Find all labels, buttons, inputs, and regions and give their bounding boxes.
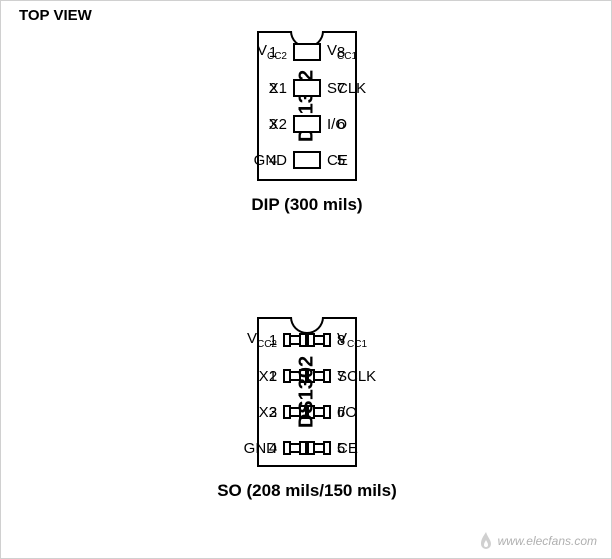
pin-vcc1: 8VCC1 xyxy=(307,329,507,351)
pin-leg xyxy=(283,369,307,383)
pin-leg xyxy=(283,333,307,347)
pin-x1: X12 xyxy=(107,77,307,99)
pin-leg xyxy=(293,115,307,133)
pin-leg xyxy=(293,43,307,61)
watermark: www.elecfans.com xyxy=(478,532,597,552)
pin-number: 7 xyxy=(331,368,351,385)
pin-number: 6 xyxy=(331,404,351,421)
pin-vcc2: VCC21 xyxy=(107,329,307,351)
pin-gnd: GND4 xyxy=(107,437,307,459)
pin-number: 1 xyxy=(263,332,283,349)
pin-leg xyxy=(307,441,331,455)
pin-leg xyxy=(283,405,307,419)
page: TOP VIEW DS1302VCC21X12X23GND48VCC17SCLK… xyxy=(0,0,612,559)
chip-block-dip: DS1302VCC21X12X23GND48VCC17SCLK6I/O5CEDI… xyxy=(1,31,612,215)
package-caption-dip: DIP (300 mils) xyxy=(251,195,362,215)
pin-leg xyxy=(307,369,331,383)
pin-sclk: 7SCLK xyxy=(307,77,507,99)
pin-number: 3 xyxy=(263,116,283,133)
pin-number: 3 xyxy=(263,404,283,421)
pin-vcc2: VCC21 xyxy=(107,41,307,63)
pin-number: 5 xyxy=(331,440,351,457)
pin-io: 6I/O xyxy=(307,401,507,423)
pin-io: 6I/O xyxy=(307,113,507,135)
package-caption-so: SO (208 mils/150 mils) xyxy=(217,481,397,501)
watermark-text: www.elecfans.com xyxy=(498,534,597,548)
pin-leg xyxy=(283,441,307,455)
chip-area: DS1302VCC21X12X23GND48VCC17SCLK6I/O5CE xyxy=(107,317,507,467)
pin-number: 2 xyxy=(263,368,283,385)
top-view-label: TOP VIEW xyxy=(19,7,92,24)
pin-leg xyxy=(307,151,321,169)
pin-leg xyxy=(293,151,307,169)
pin-number: 7 xyxy=(331,80,351,97)
pin-ce: 5CE xyxy=(307,437,507,459)
pin-number: 1 xyxy=(263,44,283,61)
pin-number: 8 xyxy=(331,44,351,61)
flame-icon xyxy=(478,532,494,552)
pin-vcc1: 8VCC1 xyxy=(307,41,507,63)
pin-leg xyxy=(307,43,321,61)
pin-ce: 5CE xyxy=(307,149,507,171)
chip-area: DS1302VCC21X12X23GND48VCC17SCLK6I/O5CE xyxy=(107,31,507,181)
pin-leg xyxy=(307,333,331,347)
pin-leg xyxy=(307,79,321,97)
pin-number: 6 xyxy=(331,116,351,133)
pin-sclk: 7SCLK xyxy=(307,365,507,387)
pin-number: 4 xyxy=(263,152,283,169)
pin-number: 8 xyxy=(331,332,351,349)
pin-x1: X12 xyxy=(107,365,307,387)
pin-x2: X23 xyxy=(107,401,307,423)
pin-number: 5 xyxy=(331,152,351,169)
pin-number: 2 xyxy=(263,80,283,97)
pin-number: 4 xyxy=(263,440,283,457)
pin-x2: X23 xyxy=(107,113,307,135)
pin-leg xyxy=(307,405,331,419)
chip-block-so: DS1302VCC21X12X23GND48VCC17SCLK6I/O5CESO… xyxy=(1,317,612,501)
pin-leg xyxy=(307,115,321,133)
pin-leg xyxy=(293,79,307,97)
pin-gnd: GND4 xyxy=(107,149,307,171)
